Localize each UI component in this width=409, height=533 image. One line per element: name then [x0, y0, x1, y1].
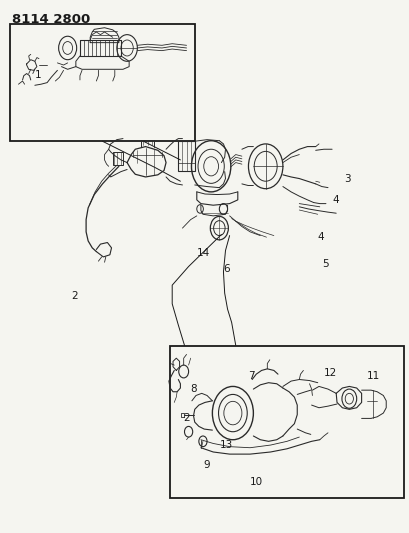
Text: 2: 2 [183, 414, 190, 423]
Bar [112, 152, 123, 165]
Bar [178, 141, 194, 171]
Bar [170, 346, 403, 498]
Text: 7: 7 [247, 371, 254, 381]
Text: 11: 11 [366, 371, 379, 381]
Text: 9: 9 [202, 460, 209, 470]
Text: 1: 1 [35, 70, 41, 79]
Text: 4: 4 [331, 195, 338, 205]
Text: 13: 13 [219, 440, 232, 450]
Text: 5: 5 [321, 259, 328, 269]
Text: 8: 8 [190, 384, 197, 394]
Text: 3: 3 [344, 174, 350, 183]
Bar [10, 24, 194, 141]
Text: 10: 10 [249, 478, 263, 487]
Text: 8114 2800: 8114 2800 [12, 13, 90, 26]
Text: 14: 14 [196, 248, 209, 258]
Text: 12: 12 [323, 368, 336, 378]
Text: 4: 4 [317, 232, 324, 242]
Text: 2: 2 [72, 291, 78, 301]
Text: 6: 6 [223, 264, 229, 274]
